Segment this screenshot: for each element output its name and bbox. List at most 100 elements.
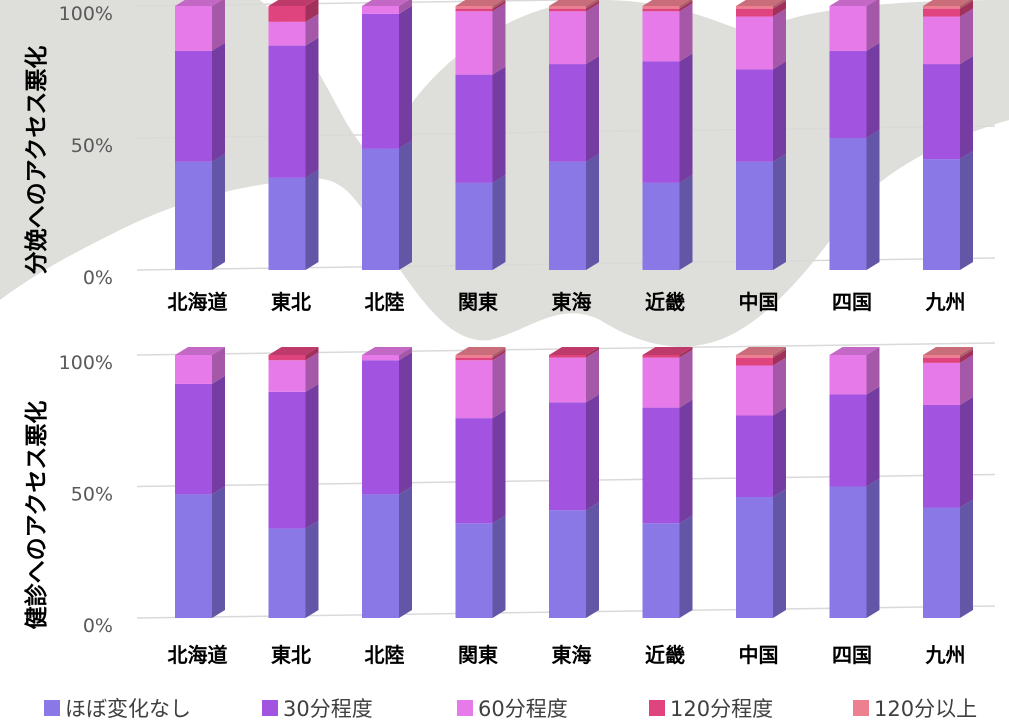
bar-segment-side — [492, 347, 506, 358]
bar-segment — [829, 355, 867, 395]
bar-segment-side — [586, 153, 599, 270]
bar-segment — [829, 50, 867, 138]
bar-segment — [923, 6, 960, 9]
bar-segment-side — [305, 520, 319, 618]
bar-segment-side — [773, 349, 786, 366]
legend: ほぼ変化なし 30分程度 60分程度 120分程度 120分以上 — [44, 697, 977, 721]
bar-segment-side — [305, 0, 319, 22]
bar-segment — [549, 355, 586, 358]
bar-segment-side — [866, 42, 880, 138]
category-label: 北陸 — [365, 643, 405, 667]
bar-segment — [736, 8, 773, 17]
bar-segment-side — [492, 352, 506, 419]
bar-segment-side — [773, 153, 786, 270]
bar-segment — [362, 360, 399, 495]
bar-segment — [455, 6, 493, 9]
category-label: 北海道 — [168, 290, 228, 314]
bar-segment — [736, 357, 773, 366]
bar-segment — [175, 6, 212, 51]
bar-top — [642, 347, 693, 355]
bar-segment-side — [305, 347, 319, 361]
bar-segment — [362, 355, 399, 361]
y-axis-label: 分娩へのアクセス悪化 — [23, 46, 50, 275]
bar-segment — [642, 6, 680, 9]
bar-top — [362, 347, 412, 355]
bar-segment — [549, 402, 586, 511]
bar-segment — [642, 523, 680, 618]
bar-segment-side — [492, 3, 506, 75]
bar-segment-side — [960, 0, 973, 9]
bar-segment — [175, 383, 212, 495]
bar-segment-side — [399, 0, 412, 14]
bar-segment-side — [960, 499, 973, 618]
bar-segment-side — [679, 174, 693, 270]
legend-swatch — [853, 700, 869, 716]
bar-segment — [455, 418, 493, 524]
bar-segment-side — [960, 354, 973, 405]
legend-label: 60分程度 — [478, 697, 568, 721]
legend-label: 30分程度 — [283, 697, 373, 721]
y-axis-label: 健診へのアクセス悪化 — [23, 401, 50, 630]
bar-segment — [455, 182, 493, 270]
bar-segment-side — [399, 5, 412, 149]
legend-swatch — [649, 700, 665, 716]
bar-segment-side — [866, 478, 880, 618]
category-label: 北陸 — [365, 290, 405, 314]
bar-segment — [923, 357, 960, 363]
bar-segment — [175, 50, 212, 162]
bar-segment-side — [586, 0, 599, 12]
bar-segment-side — [212, 486, 225, 618]
bar-segment — [362, 148, 399, 270]
category-label: 東海 — [552, 290, 592, 314]
bar-segment-side — [586, 56, 599, 162]
bar-segment-side — [773, 0, 786, 17]
legend-swatch — [457, 700, 473, 716]
bar-segment — [268, 6, 306, 22]
bar-segment-side — [586, 394, 599, 511]
bar-segment-side — [679, 347, 693, 358]
bar-top — [736, 347, 786, 355]
category-label: 九州 — [925, 290, 966, 314]
bar-segment-side — [399, 140, 412, 270]
legend-swatch — [44, 700, 60, 716]
bar-top — [268, 0, 316, 6]
bar-top — [923, 347, 973, 355]
y-tick-label: 100% — [59, 352, 113, 374]
bar-segment-side — [492, 0, 506, 12]
bar-segment-side — [960, 56, 973, 160]
bar-segment — [362, 13, 399, 149]
bar-segment — [923, 159, 960, 270]
bar-segment-side — [305, 169, 319, 270]
bar-segment-side — [773, 0, 786, 9]
bar-segment-side — [492, 0, 506, 9]
bar-top — [455, 0, 503, 6]
bar-top — [642, 0, 690, 6]
y-tick-label: 0% — [83, 615, 113, 637]
bar-segment — [923, 8, 960, 17]
legend-label: 120分以上 — [874, 697, 977, 721]
bar-segment-side — [212, 0, 225, 51]
category-label: 関東 — [458, 643, 498, 667]
bar-segment-side — [960, 151, 973, 270]
bar-segment-side — [866, 130, 880, 270]
bar-segment — [642, 355, 680, 358]
category-label: 関東 — [458, 290, 498, 314]
bar-top — [175, 0, 222, 6]
bar-segment-side — [586, 349, 599, 403]
bar-segment-side — [212, 375, 225, 495]
bar-segment-side — [679, 399, 693, 524]
bar-segment-side — [773, 347, 786, 358]
bar-segment-side — [399, 352, 412, 495]
bar-segment-side — [305, 37, 319, 178]
bar-segment-side — [960, 396, 973, 508]
bar-segment-side — [492, 66, 506, 183]
bar-segment — [455, 355, 493, 358]
bar-segment-side — [773, 8, 786, 70]
y-tick-label: 100% — [59, 3, 113, 25]
legend-swatch — [262, 700, 278, 716]
bar-segment — [268, 45, 306, 178]
bar-segment — [923, 507, 960, 618]
bar-segment — [455, 523, 493, 618]
